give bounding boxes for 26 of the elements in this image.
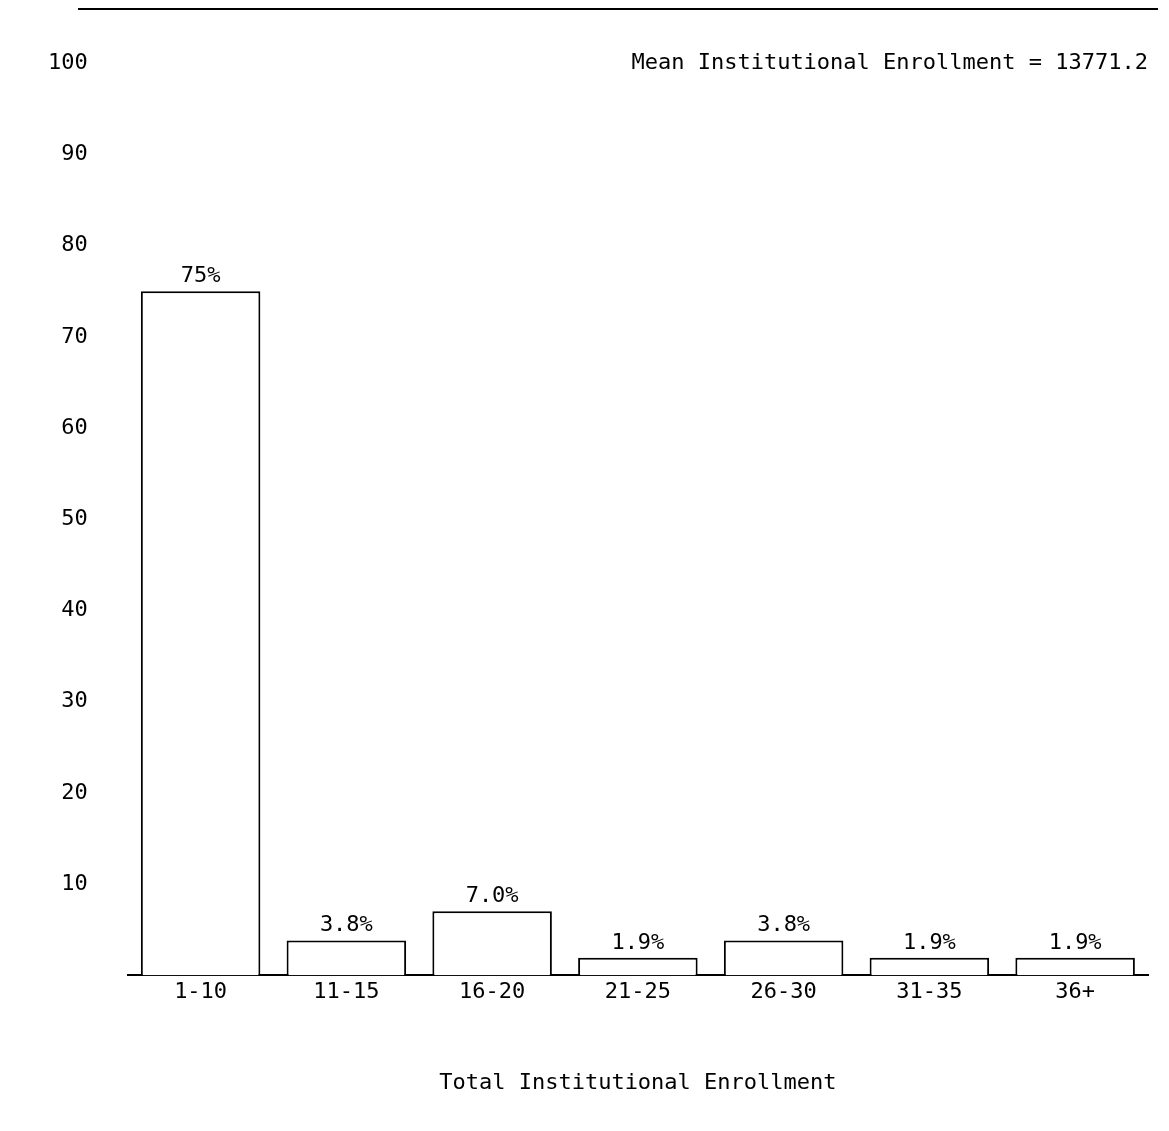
y-tick-label: 30 [61, 687, 88, 713]
y-tick-label: 40 [61, 596, 88, 622]
y-tick-label: 60 [61, 413, 88, 439]
x-tick-label: 11-15 [313, 978, 380, 1004]
x-tick-label: 21-25 [604, 978, 671, 1004]
y-tick-label: 100 [47, 48, 88, 74]
annotation: Mean Institutional Enrollment = 13771.2 [631, 48, 1148, 74]
y-tick-label: 20 [61, 778, 88, 804]
data-label: 3.8% [319, 911, 373, 937]
y-tick-label: 10 [61, 869, 88, 895]
y-tick-label: 80 [61, 231, 88, 257]
data-label: 1.9% [1048, 928, 1102, 954]
x-tick-label: 31-35 [896, 978, 963, 1004]
y-tick-label: 50 [61, 504, 88, 530]
x-tick-label: 16-20 [459, 978, 526, 1004]
x-tick-label: 1-10 [174, 978, 228, 1004]
data-label: 3.8% [757, 911, 811, 937]
y-tick-label: 90 [61, 140, 88, 166]
y-tick-label: 70 [61, 322, 88, 348]
x-axis-title: Total Institutional Enrollment [439, 1068, 837, 1094]
x-tick-label: 26-30 [750, 978, 817, 1004]
x-tick-label: 36+ [1055, 978, 1095, 1004]
data-label: 1.9% [611, 928, 665, 954]
data-label: 7.0% [465, 882, 519, 908]
data-label: 1.9% [902, 928, 956, 954]
data-label: 75% [180, 261, 221, 287]
